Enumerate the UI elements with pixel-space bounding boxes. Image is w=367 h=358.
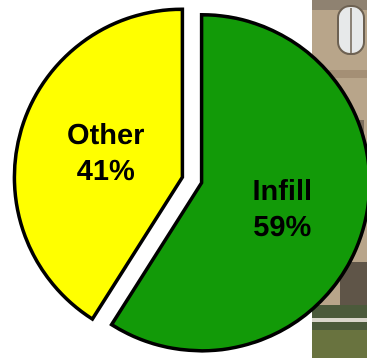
- slice-value-infill: 59%: [253, 211, 311, 243]
- slice-label-infill: Infill: [252, 175, 312, 207]
- slice-label-other: Other: [67, 119, 144, 151]
- pie-slice-other: [12, 7, 185, 322]
- pie-slice-infill: [109, 13, 367, 353]
- slice-value-other: 41%: [77, 155, 135, 187]
